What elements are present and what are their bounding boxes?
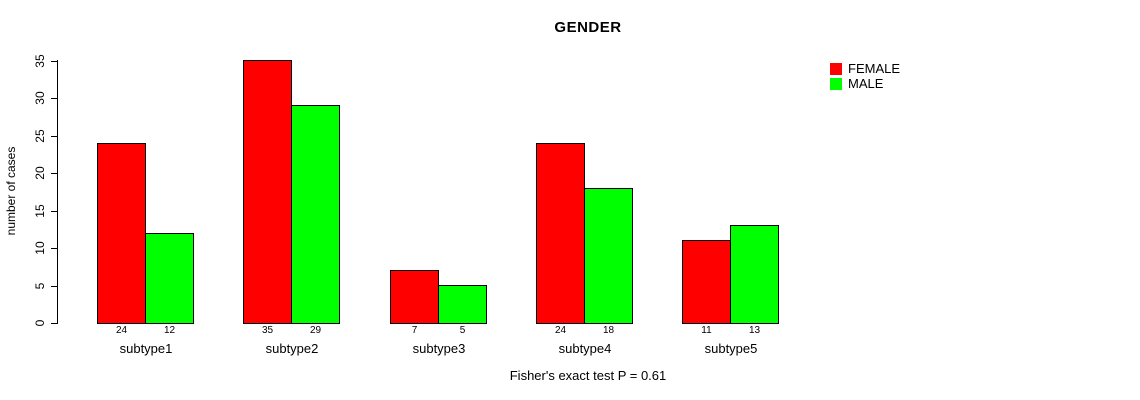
y-tick-label: 35: [33, 54, 47, 68]
category-label-subtype4: subtype4: [558, 341, 612, 356]
bar-male-subtype4: [584, 188, 633, 324]
y-tick-mark: [51, 98, 58, 99]
y-tick-label: 30: [33, 91, 47, 105]
bar-female-subtype5: [682, 240, 731, 324]
bar-value-label: 29: [309, 325, 322, 336]
y-tick-label: 0: [33, 319, 47, 327]
y-tick-mark: [51, 248, 58, 249]
bar-male-subtype2: [291, 105, 340, 324]
legend-row-male: MALE: [830, 76, 900, 91]
bar-male-subtype5: [730, 225, 779, 324]
chart-title: GENDER: [554, 19, 622, 36]
bar-female-subtype4: [536, 143, 585, 324]
bar-female-subtype3: [390, 270, 439, 324]
bar-male-subtype1: [145, 233, 194, 324]
caption: Fisher's exact test P = 0.61: [509, 368, 667, 383]
legend-swatch-male: [830, 77, 842, 90]
y-tick-label: 5: [33, 282, 47, 290]
legend-row-female: FEMALE: [830, 61, 900, 76]
y-tick-label: 20: [33, 166, 47, 180]
category-label-subtype2: subtype2: [265, 341, 319, 356]
bar-value-label: 5: [459, 325, 466, 336]
category-label-subtype5: subtype5: [704, 341, 758, 356]
bar-value-label: 18: [602, 325, 615, 336]
bar-value-label: 7: [411, 325, 418, 336]
y-axis-line: [57, 60, 58, 324]
bar-male-subtype3: [438, 285, 487, 324]
y-tick-mark: [51, 136, 58, 137]
bar-female-subtype1: [97, 143, 146, 324]
y-tick-label: 15: [33, 204, 47, 218]
bar-female-subtype2: [243, 60, 292, 324]
y-axis-label: number of cases: [4, 146, 18, 236]
y-tick-mark: [51, 286, 58, 287]
y-tick-label: 10: [33, 241, 47, 255]
legend-label: MALE: [848, 76, 884, 91]
category-label-subtype1: subtype1: [119, 341, 173, 356]
bar-value-label: 24: [115, 325, 128, 336]
y-tick-mark: [51, 173, 58, 174]
bar-value-label: 35: [261, 325, 274, 336]
y-tick-mark: [51, 61, 58, 62]
legend: FEMALE MALE: [830, 61, 900, 91]
y-tick-mark: [51, 323, 58, 324]
y-tick-mark: [51, 211, 58, 212]
legend-swatch-female: [830, 62, 842, 75]
y-tick-label: 25: [33, 129, 47, 143]
bar-value-label: 13: [748, 325, 761, 336]
category-label-subtype3: subtype3: [412, 341, 466, 356]
bar-value-label: 24: [554, 325, 567, 336]
bar-value-label: 12: [163, 325, 176, 336]
bar-value-label: 11: [701, 325, 712, 336]
legend-label: FEMALE: [848, 61, 901, 76]
